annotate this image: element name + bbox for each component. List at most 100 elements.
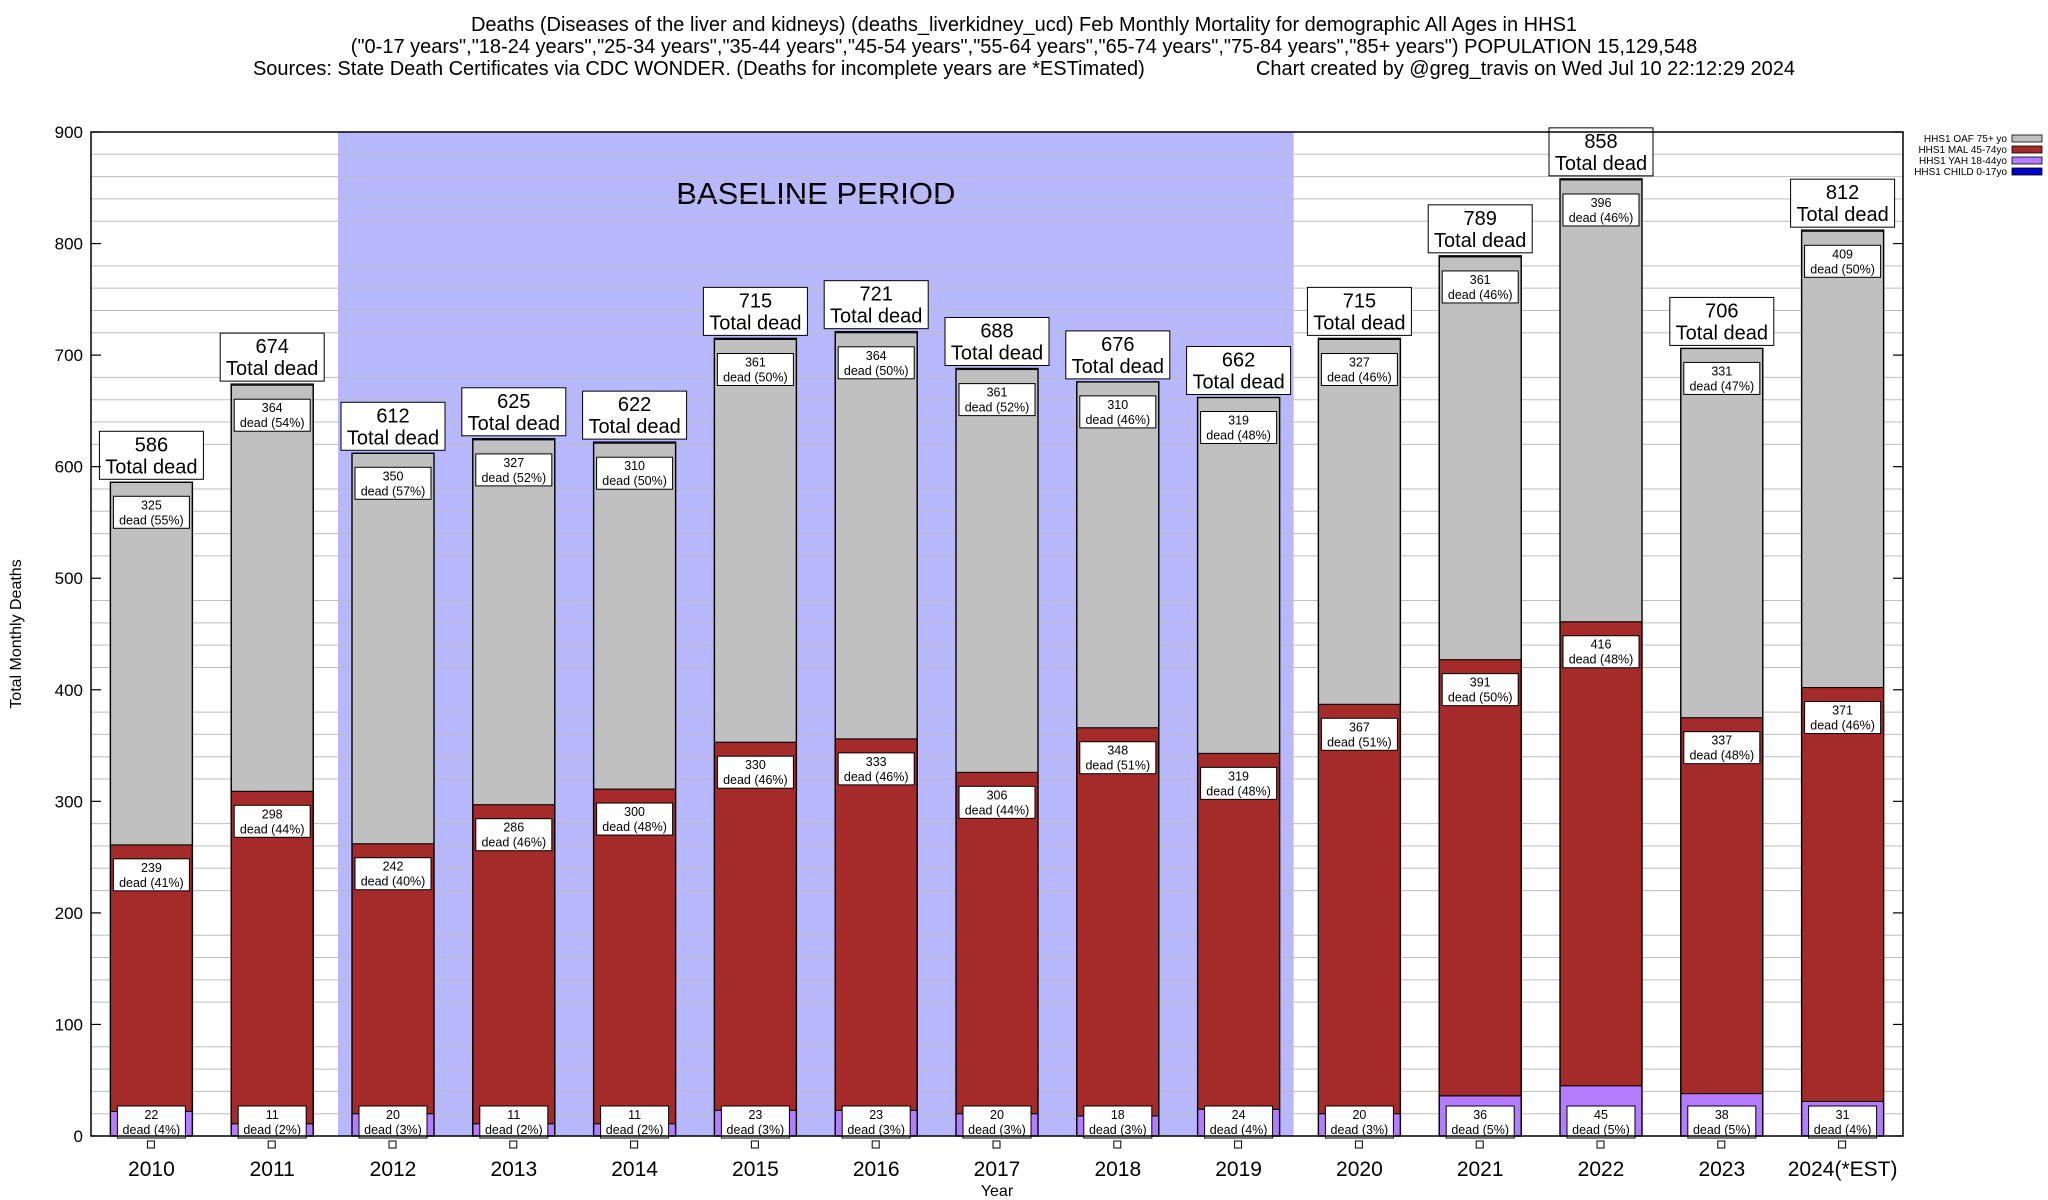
segment-label-percent: dead (44%) <box>240 822 305 836</box>
segment-label-percent: dead (48%) <box>1206 784 1271 798</box>
total-label-text: Total dead <box>226 358 318 380</box>
segment-label-value: 337 <box>1711 734 1732 748</box>
segment-label-percent: dead (52%) <box>965 401 1030 415</box>
segment-label-percent: dead (46%) <box>844 770 909 784</box>
segment-label-value: 22 <box>144 1108 158 1122</box>
total-label-text: Total dead <box>830 306 922 328</box>
segment-label-value: 333 <box>866 755 887 769</box>
total-label-value: 858 <box>1584 131 1617 153</box>
segment-label-value: 416 <box>1591 638 1612 652</box>
total-label-text: Total dead <box>588 416 680 438</box>
segment-label-percent: dead (44%) <box>965 803 1030 817</box>
total-label-value: 625 <box>497 391 530 413</box>
total-label-box <box>1427 204 1533 254</box>
total-label-text: Total dead <box>1434 230 1526 252</box>
child-segment-marker <box>992 1140 1001 1149</box>
segment-label-box <box>720 1105 790 1139</box>
segment-label-value: 11 <box>628 1108 641 1122</box>
y-tick-label: 900 <box>55 123 83 142</box>
segment-label-percent: dead (3%) <box>1331 1123 1389 1137</box>
segment-label-value: 331 <box>1711 364 1732 378</box>
x-tick-label: 2016 <box>853 1158 900 1181</box>
bar-segment-hhs1-mal-45-74yo <box>472 804 556 1125</box>
segment-label-box <box>600 1105 670 1139</box>
child-segment-marker <box>1717 1140 1726 1149</box>
total-label-value: 622 <box>618 394 651 416</box>
total-label-text: Total dead <box>468 413 560 435</box>
bar-segment-hhs1-oaf-75-yo <box>593 442 677 790</box>
segment-label-percent: dead (5%) <box>1451 1123 1509 1137</box>
segment-label-value: 45 <box>1594 1108 1608 1122</box>
segment-label-percent: dead (46%) <box>481 836 546 850</box>
segment-label-percent: dead (48%) <box>1689 749 1754 763</box>
bar-segment-hhs1-oaf-75-yo <box>351 452 435 845</box>
segment-label-box <box>1204 1105 1274 1139</box>
bar-segment-hhs1-oaf-75-yo <box>1438 256 1522 661</box>
segment-label-box <box>1562 193 1640 227</box>
segment-label-value: 310 <box>624 459 645 473</box>
segment-label-box <box>841 1105 911 1139</box>
total-label-text: Total dead <box>347 427 439 449</box>
segment-label-value: 348 <box>1107 744 1128 758</box>
segment-label-box <box>233 804 311 838</box>
segment-label-percent: dead (3%) <box>1089 1123 1147 1137</box>
segment-label-percent: dead (57%) <box>361 484 426 498</box>
y-tick-label: 500 <box>55 569 83 588</box>
segment-label-value: 11 <box>507 1108 520 1122</box>
x-tick-label: 2012 <box>370 1158 417 1181</box>
segment-label-percent: dead (50%) <box>602 474 667 488</box>
segment-label-value: 20 <box>1352 1108 1366 1122</box>
bar-segment-hhs1-oaf-75-yo <box>1197 397 1281 754</box>
segment-label-percent: dead (50%) <box>723 370 788 384</box>
segment-label-value: 36 <box>1473 1108 1487 1122</box>
total-label-box <box>944 316 1050 366</box>
legend-entry: HHS1 YAH 18-44yo <box>1919 156 2043 167</box>
legend-entry: HHS1 OAF 75+ yo <box>1924 134 2043 145</box>
total-label-value: 586 <box>135 434 168 456</box>
x-tick-label: 2014 <box>611 1158 658 1181</box>
legend-swatch <box>2011 156 2043 165</box>
y-tick-label: 300 <box>55 792 83 811</box>
bar-segment-hhs1-mal-45-74yo <box>593 788 677 1125</box>
bar-segment-hhs1-oaf-75-yo <box>109 481 193 846</box>
segment-label-value: 300 <box>624 805 645 819</box>
bar-segment-hhs1-oaf-75-yo <box>1317 338 1401 705</box>
total-label-box <box>461 387 567 437</box>
bar-segment-hhs1-oaf-75-yo <box>230 384 314 792</box>
total-label-value: 715 <box>739 290 772 312</box>
segment-label-box <box>1804 701 1882 735</box>
legend-entry: HHS1 CHILD 0-17yo <box>1914 167 2043 178</box>
segment-label-value: 361 <box>987 386 1008 400</box>
legend-label: HHS1 CHILD 0-17yo <box>1914 167 2007 178</box>
y-tick-label: 600 <box>55 458 83 477</box>
segment-label-box <box>354 857 432 891</box>
bar-segment-hhs1-oaf-75-yo <box>1801 230 1885 689</box>
y-tick-label: 0 <box>74 1127 83 1146</box>
segment-label-box <box>1445 1105 1515 1139</box>
segment-label-percent: dead (51%) <box>1085 759 1150 773</box>
segment-label-percent: dead (54%) <box>240 416 305 430</box>
